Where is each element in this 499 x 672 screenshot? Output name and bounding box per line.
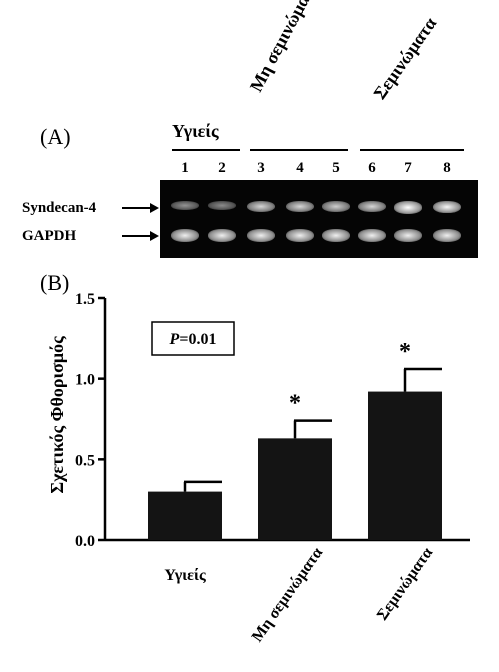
syndecan4-band <box>322 200 350 212</box>
lane-number: 4 <box>296 160 304 176</box>
lane-number: 1 <box>181 160 189 176</box>
bars: ** <box>148 339 442 540</box>
p-value-suffix: =0.01 <box>179 331 216 348</box>
bar <box>148 491 222 540</box>
gapdh-band <box>358 229 386 243</box>
group-line-healthy <box>172 149 240 151</box>
syndecan4-band <box>208 200 236 210</box>
gapdh-band <box>247 229 275 243</box>
group-line-seminoma <box>360 149 464 151</box>
syndecan4-band <box>433 200 461 214</box>
lane-number: 2 <box>218 160 226 176</box>
significance-star: * <box>289 391 301 417</box>
y-tick-label: 0.5 <box>75 452 95 469</box>
x-tick-label: Σεμινώματα <box>374 544 436 623</box>
lane-number: 8 <box>443 160 451 176</box>
y-axis-label: Σχετικός Φθορισμός <box>47 336 67 494</box>
lane-number: 5 <box>332 160 340 176</box>
row-label-syndecan4: Syndecan-4 <box>22 200 97 216</box>
p-value-prefix: P <box>169 331 180 348</box>
svg-text:P=0.01: P=0.01 <box>169 331 217 348</box>
group-line-nonseminoma <box>250 149 348 151</box>
lane-number: 7 <box>404 160 412 176</box>
y-tick-label: 0.0 <box>75 533 95 550</box>
lane-number: 6 <box>368 160 376 176</box>
syndecan4-band <box>171 200 199 211</box>
gel-image <box>160 180 478 258</box>
bar <box>258 438 332 540</box>
y-tick-label: 1.0 <box>75 372 95 389</box>
significance-star: * <box>399 339 411 365</box>
row-label-gapdh: GAPDH <box>22 228 77 244</box>
bar <box>368 391 442 540</box>
gapdh-band <box>208 229 236 243</box>
syndecan4-band <box>394 200 422 214</box>
arrow-right-icon <box>122 201 160 215</box>
panel-b-label: (B) <box>40 270 70 295</box>
gapdh-band <box>433 229 461 243</box>
arrow-right-icon <box>122 229 160 243</box>
panel-a-label: (A) <box>40 124 71 149</box>
y-tick-label: 1.5 <box>75 291 95 308</box>
gapdh-band <box>171 229 199 243</box>
syndecan4-band <box>358 200 386 213</box>
syndecan4-band <box>247 200 275 213</box>
p-value-box: P=0.01 <box>151 321 235 356</box>
syndecan4-band <box>286 200 314 213</box>
x-tick-label: Μη σεμινώματα <box>249 544 327 645</box>
x-tick-label: Υγιείς <box>164 567 206 584</box>
gapdh-band <box>286 229 314 243</box>
lane-number: 3 <box>257 160 265 176</box>
group-label-healthy: Υγιείς <box>172 121 219 141</box>
gapdh-band <box>394 229 422 243</box>
x-axis-labels: Υγιείς Μη σεμινώματα Σεμινώματα <box>164 544 436 645</box>
gapdh-band <box>322 229 350 243</box>
